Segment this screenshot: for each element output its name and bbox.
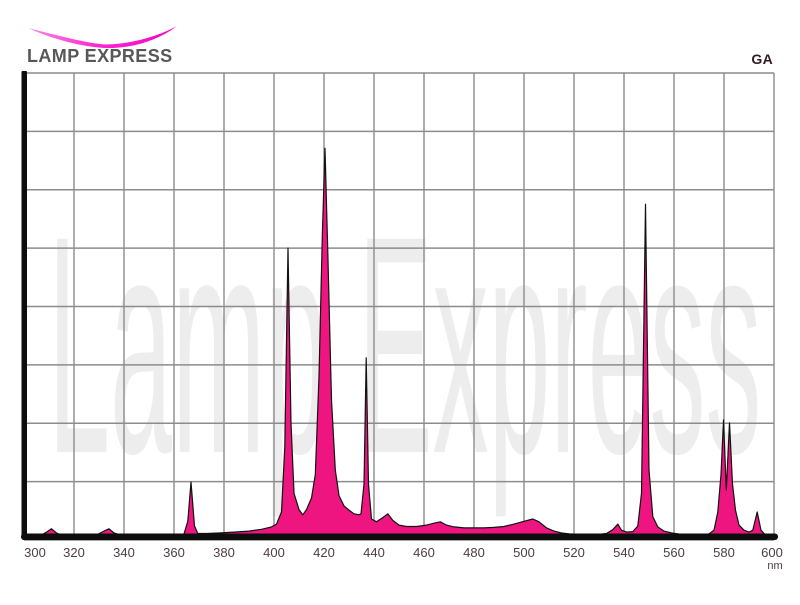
x-tick-label: 580 (713, 545, 735, 560)
x-tick-label: 460 (413, 545, 435, 560)
lamp-express-logo: LAMP EXPRESS (27, 8, 187, 68)
swoosh-icon (28, 26, 177, 49)
header: LAMP EXPRESS GA (0, 0, 800, 72)
x-tick-label: 420 (313, 545, 335, 560)
y-axis-bar (21, 71, 27, 539)
x-tick-label: 520 (563, 545, 585, 560)
axes (21, 71, 778, 540)
x-tick-label: 480 (463, 545, 485, 560)
x-tick-label: 440 (363, 545, 385, 560)
x-tick-label: 500 (513, 545, 535, 560)
x-axis-unit-label: nm (767, 560, 782, 572)
x-axis-bar (21, 533, 778, 540)
x-tick-label: 380 (213, 545, 235, 560)
brand-title: LAMP EXPRESS (27, 46, 173, 66)
watermark-text: Lamp Express (48, 173, 761, 519)
x-tick-label: 560 (663, 545, 685, 560)
x-axis-tick-labels: 300 320 340 360 380 400 420 440 460 480 500 520 540 5… (24, 545, 783, 572)
x-tick-label: 600 (761, 545, 783, 560)
x-tick-label: 400 (263, 545, 285, 560)
x-tick-label: 540 (613, 545, 635, 560)
lamp-type-label: GA (751, 51, 773, 67)
x-tick-label: 340 (113, 545, 135, 560)
x-tick-label: 300 (24, 545, 46, 560)
x-tick-label: 320 (63, 545, 85, 560)
x-tick-label: 360 (163, 545, 185, 560)
